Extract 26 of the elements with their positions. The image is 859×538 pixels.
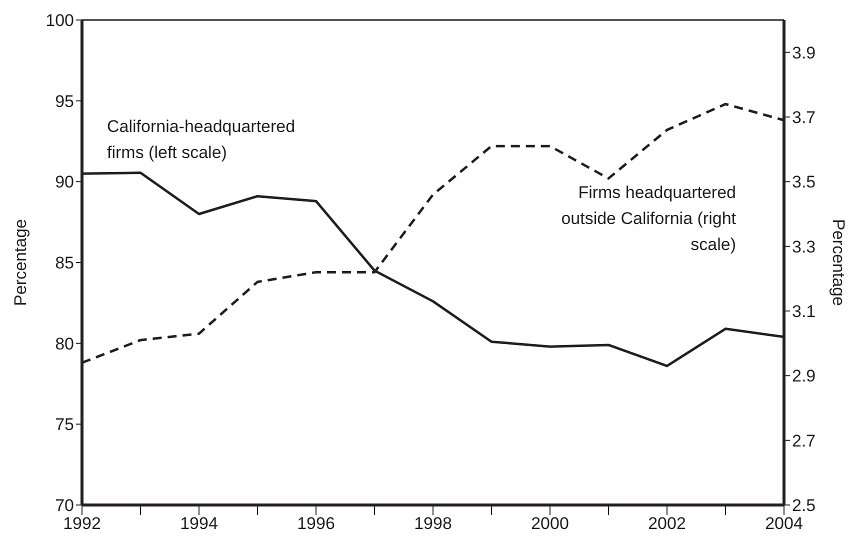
y2-tick-label: 3.9 (792, 43, 816, 62)
y2-tick-label: 2.7 (792, 431, 816, 450)
y2-tick-label: 3.5 (792, 172, 816, 192)
y-tick-label: 95 (55, 92, 74, 111)
series-label: Firms headquartered outside California (right scale) (560, 182, 736, 256)
y2-tick-label: 2.5 (792, 496, 816, 516)
y-tick-label: 75 (55, 415, 74, 434)
series-label: California-headquartered firms (left scale) (107, 116, 296, 164)
x-tick-label: 1996 (297, 514, 335, 534)
y2-tick-label: 2.9 (792, 366, 816, 386)
x-tick-label: 1992 (63, 514, 101, 534)
x-tick-label: 1998 (414, 514, 452, 534)
y-tick-label: 70 (55, 496, 74, 516)
y2-axis-title: Percentage (828, 219, 848, 306)
x-tick-label: 1994 (180, 514, 218, 534)
y-axis-title: Percentage (11, 219, 30, 306)
y2-tick-label: 3.1 (792, 302, 816, 322)
x-tick-label: 2004 (765, 514, 803, 534)
x-tick-label: 2000 (531, 514, 569, 534)
y-tick-label: 90 (55, 172, 74, 192)
y-tick-label: 85 (55, 254, 74, 273)
y-tick-label: 80 (55, 334, 74, 354)
y2-tick-label: 3.7 (792, 108, 816, 128)
x-tick-label: 2002 (648, 514, 686, 534)
y-tick-label: 100 (46, 11, 74, 30)
y2-tick-label: 3.3 (792, 237, 816, 256)
